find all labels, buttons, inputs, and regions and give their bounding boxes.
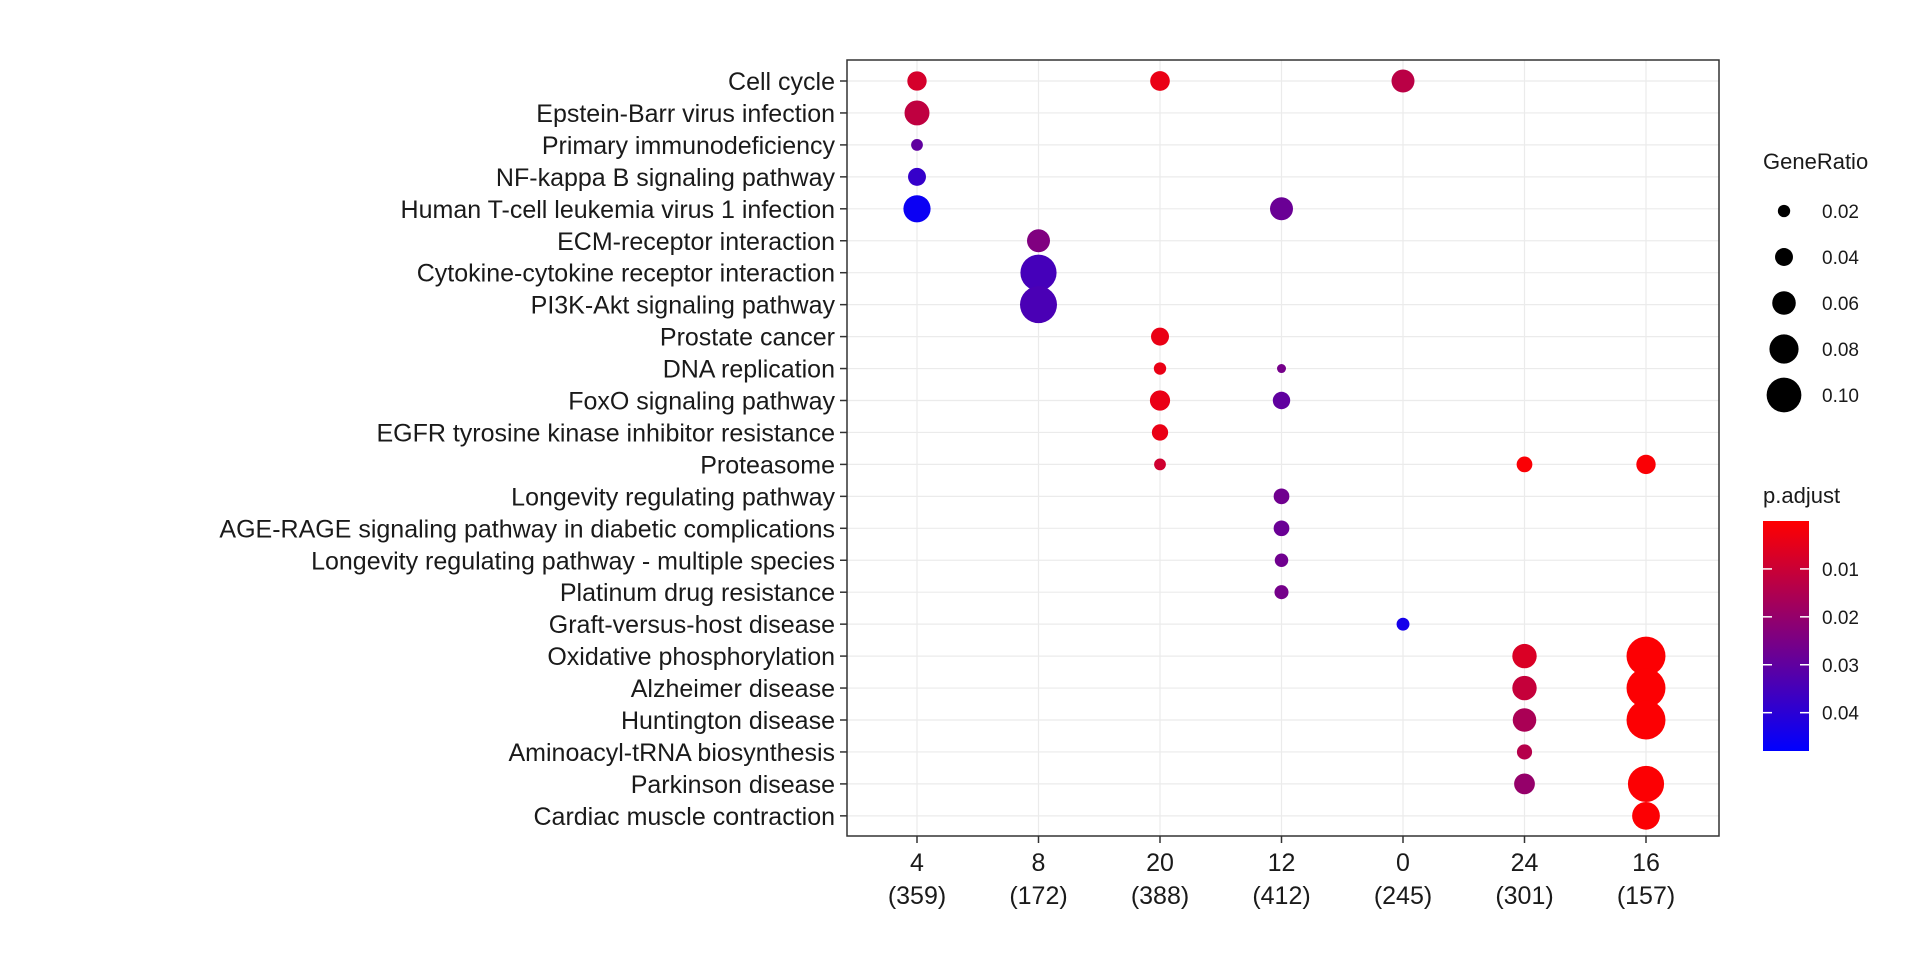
size-legend-label: 0.08	[1822, 340, 1859, 361]
y-tick-label: ECM-receptor interaction	[557, 228, 835, 256]
data-point	[1020, 286, 1057, 324]
data-point	[1626, 700, 1666, 740]
grid-lines	[847, 60, 1719, 836]
data-point	[904, 100, 930, 126]
x-tick-label: 24	[1511, 849, 1539, 877]
data-point	[1512, 708, 1537, 732]
x-tick-count: (157)	[1617, 882, 1675, 910]
data-point	[1151, 327, 1169, 346]
y-tick-label: FoxO signaling pathway	[568, 388, 835, 416]
data-point	[1273, 520, 1290, 537]
size-legend-dot	[1775, 248, 1793, 266]
y-tick-label: DNA replication	[663, 356, 835, 384]
data-point	[1270, 197, 1293, 221]
color-legend-label: 0.03	[1822, 656, 1859, 677]
x-axis: 4 (359) 8 (172) 20 (388) 12 (412) 0 (245) 24 (301) 1…	[888, 836, 1675, 910]
color-legend-title: p.adjust	[1763, 483, 1840, 508]
data-point	[1153, 362, 1167, 375]
y-tick-label: Huntington disease	[621, 707, 835, 735]
x-tick-count: (245)	[1374, 882, 1432, 910]
data-point	[1626, 668, 1666, 708]
size-legend-label: 0.06	[1822, 294, 1859, 315]
x-tick-count: (301)	[1495, 882, 1553, 910]
color-legend-ticks: 0.01 0.02 0.03 0.04	[1763, 560, 1859, 725]
color-legend-label: 0.01	[1822, 560, 1859, 581]
data-point	[1154, 458, 1166, 471]
x-tick-label: 8	[1032, 849, 1046, 877]
x-tick-label: 12	[1268, 849, 1296, 877]
size-legend-label: 0.10	[1822, 386, 1859, 407]
data-point	[1273, 488, 1290, 505]
data-point	[908, 167, 926, 186]
y-tick-label: Aminoacyl-tRNA biosynthesis	[508, 739, 835, 767]
plot-panel-border	[846, 59, 1720, 837]
size-legend-dot	[1777, 204, 1791, 218]
size-legend-dot	[1769, 334, 1799, 364]
y-tick-label: Graft-versus-host disease	[549, 611, 835, 639]
color-legend-bar	[1763, 521, 1809, 751]
color-legend-label: 0.02	[1822, 608, 1859, 629]
y-tick-label: Cytokine-cytokine receptor interaction	[417, 260, 835, 288]
y-tick-label: Prostate cancer	[660, 324, 835, 352]
y-tick-label: EGFR tyrosine kinase inhibitor resistanc…	[376, 419, 835, 447]
y-tick-label: Longevity regulating pathway - multiple …	[311, 547, 835, 575]
size-legend-items: 0.02 0.04 0.06 0.08 0.10	[1766, 202, 1859, 413]
data-point	[1151, 424, 1169, 441]
y-tick-label: NF-kappa B signaling pathway	[496, 164, 836, 192]
data-points	[903, 69, 1666, 830]
data-point	[1277, 364, 1286, 374]
y-tick-label: Cell cycle	[728, 68, 835, 96]
size-legend-dot	[1766, 377, 1802, 413]
data-point	[1027, 229, 1050, 253]
x-tick-label: 4	[910, 849, 924, 877]
data-point	[903, 195, 931, 223]
data-point	[1632, 801, 1660, 830]
x-tick-label: 0	[1396, 849, 1410, 877]
size-legend-dot	[1772, 291, 1796, 315]
y-tick-label: Proteasome	[700, 451, 835, 479]
color-legend-label: 0.04	[1822, 704, 1859, 725]
y-tick-label: AGE-RAGE signaling pathway in diabetic c…	[219, 515, 835, 543]
data-point	[1391, 69, 1415, 93]
size-legend-label: 0.02	[1822, 202, 1859, 223]
data-point	[1636, 454, 1656, 475]
data-point	[1149, 390, 1171, 411]
data-point	[1512, 675, 1537, 701]
data-point	[911, 139, 923, 151]
x-tick-label: 20	[1146, 849, 1174, 877]
y-tick-label: Parkinson disease	[631, 771, 835, 799]
y-tick-label: Oxidative phosphorylation	[547, 643, 835, 671]
data-point	[1274, 553, 1289, 567]
data-point	[1626, 636, 1666, 676]
y-tick-label: Longevity regulating pathway	[511, 483, 835, 511]
data-point	[1020, 254, 1057, 291]
y-tick-label: PI3K-Akt signaling pathway	[531, 292, 836, 320]
data-point	[1512, 643, 1537, 669]
y-tick-label: Platinum drug resistance	[560, 579, 835, 607]
data-point	[1150, 71, 1170, 91]
x-tick-count: (359)	[888, 882, 946, 910]
x-tick-count: (412)	[1252, 882, 1310, 910]
x-tick-count: (172)	[1009, 882, 1067, 910]
legend: GeneRatio 0.020.040.060.080.10 p.adjust …	[1763, 149, 1868, 751]
y-tick-label: Human T-cell leukemia virus 1 infection	[401, 196, 835, 224]
data-point	[1627, 765, 1665, 802]
x-tick-label: 16	[1632, 849, 1660, 877]
size-legend-title: GeneRatio	[1763, 149, 1868, 174]
y-tick-label: Epstein-Barr virus infection	[536, 100, 835, 128]
y-axis: Cell cycle Epstein-Barr virus infection Pr…	[219, 68, 847, 831]
data-point	[1516, 456, 1533, 473]
data-point	[1396, 617, 1410, 631]
y-tick-label: Primary immunodeficiency	[542, 132, 836, 160]
x-tick-count: (388)	[1131, 882, 1189, 910]
y-tick-label: Alzheimer disease	[631, 675, 835, 703]
data-point	[1514, 773, 1535, 795]
y-tick-label: Cardiac muscle contraction	[533, 803, 835, 831]
data-point	[1274, 585, 1289, 600]
data-point	[907, 71, 927, 91]
data-point	[1272, 391, 1291, 410]
data-point	[1516, 744, 1533, 760]
size-legend-label: 0.04	[1822, 248, 1859, 269]
